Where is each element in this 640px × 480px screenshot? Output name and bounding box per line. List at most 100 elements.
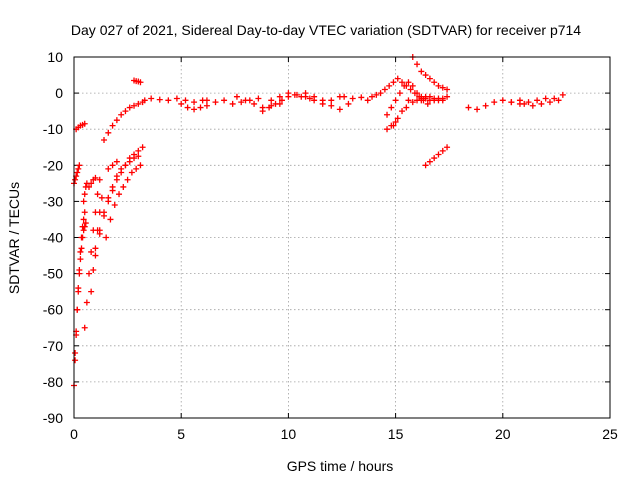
data-point (103, 234, 110, 241)
series-arc-j (96, 153, 142, 234)
data-point (491, 99, 498, 106)
data-point (72, 357, 79, 364)
series-arc-w (364, 91, 380, 104)
data-point (75, 288, 82, 295)
series-arc-v (341, 93, 365, 102)
data-point (285, 90, 292, 97)
data-point (203, 102, 210, 109)
data-point (126, 104, 133, 111)
data-point (302, 90, 309, 97)
data-point (79, 234, 86, 241)
data-point (105, 129, 112, 136)
data-point (80, 216, 87, 223)
data-point (105, 194, 112, 201)
data-point (92, 174, 99, 181)
x-tick-label: 0 (70, 426, 78, 442)
data-point (178, 100, 185, 107)
data-point (414, 97, 421, 104)
series-arc-n (131, 77, 144, 86)
series-arc-e (80, 180, 90, 205)
data-point (465, 104, 472, 111)
x-tick-label: 15 (388, 426, 404, 442)
data-point (384, 126, 391, 133)
data-point (278, 97, 285, 104)
data-point (173, 95, 180, 102)
data-point (86, 270, 93, 277)
series-arc-af (465, 97, 523, 113)
data-point (122, 162, 129, 169)
data-point (349, 95, 356, 102)
data-point (105, 165, 112, 172)
data-point (76, 270, 83, 277)
data-point (525, 99, 532, 106)
y-tick-label: -30 (43, 193, 63, 209)
data-point (414, 90, 421, 97)
data-point (293, 91, 300, 98)
data-point (238, 99, 245, 106)
data-point (101, 137, 108, 144)
data-point (555, 97, 562, 104)
data-point (75, 165, 82, 172)
series-arc-u (302, 90, 352, 113)
data-point (439, 97, 446, 104)
data-point (358, 94, 365, 101)
data-point (319, 97, 326, 104)
data-point (508, 99, 515, 106)
data-point (81, 223, 88, 230)
series-arc-h (88, 194, 105, 295)
data-point (377, 90, 384, 97)
data-point (311, 93, 318, 100)
series-arc-ae (422, 144, 451, 169)
data-point (221, 97, 228, 104)
data-point (80, 227, 87, 234)
x-tick-label: 20 (495, 426, 511, 442)
data-point (390, 79, 397, 86)
data-point (88, 288, 95, 295)
data-point (399, 108, 406, 115)
data-point (113, 117, 120, 124)
series-arc-c (72, 220, 89, 357)
series-arc-ag (508, 91, 566, 106)
data-point (191, 99, 198, 106)
data-point (116, 191, 123, 198)
data-point (197, 104, 204, 111)
data-point (444, 93, 451, 100)
y-tick-label: -50 (43, 266, 63, 282)
data-point (328, 97, 335, 104)
data-point (435, 82, 442, 89)
data-point (96, 227, 103, 234)
data-point (126, 158, 133, 165)
series-arc-l (101, 99, 146, 144)
data-point (120, 183, 127, 190)
series-arc-ad (405, 93, 446, 106)
data-point (538, 100, 545, 107)
data-point (92, 252, 99, 259)
data-point (439, 147, 446, 154)
series-arc-ab (409, 54, 451, 93)
data-point (90, 266, 97, 273)
data-point (94, 191, 101, 198)
data-point (101, 209, 108, 216)
data-point (109, 183, 116, 190)
data-point (81, 324, 88, 331)
data-point (182, 97, 189, 104)
data-point (212, 99, 219, 106)
data-point (81, 120, 88, 127)
data-point (407, 86, 414, 93)
data-point (306, 95, 313, 102)
y-tick-label: 0 (55, 85, 63, 101)
data-point (426, 158, 433, 165)
plot-frame (73, 56, 611, 419)
data-point (109, 122, 116, 129)
data-point (109, 162, 116, 169)
grid (74, 57, 610, 418)
series-arc-y (384, 79, 425, 118)
y-tick-label: -70 (43, 338, 63, 354)
series-arc-ah (521, 97, 562, 109)
data-point (546, 99, 553, 106)
data-point (107, 216, 114, 223)
data-point (559, 91, 566, 98)
series-arc-d (73, 120, 88, 133)
axis-ticks: 0 5 10 15 20 25 -90 -80 -70 -60 -50 -40 -30 -20 -10 0 10 (43, 49, 618, 442)
